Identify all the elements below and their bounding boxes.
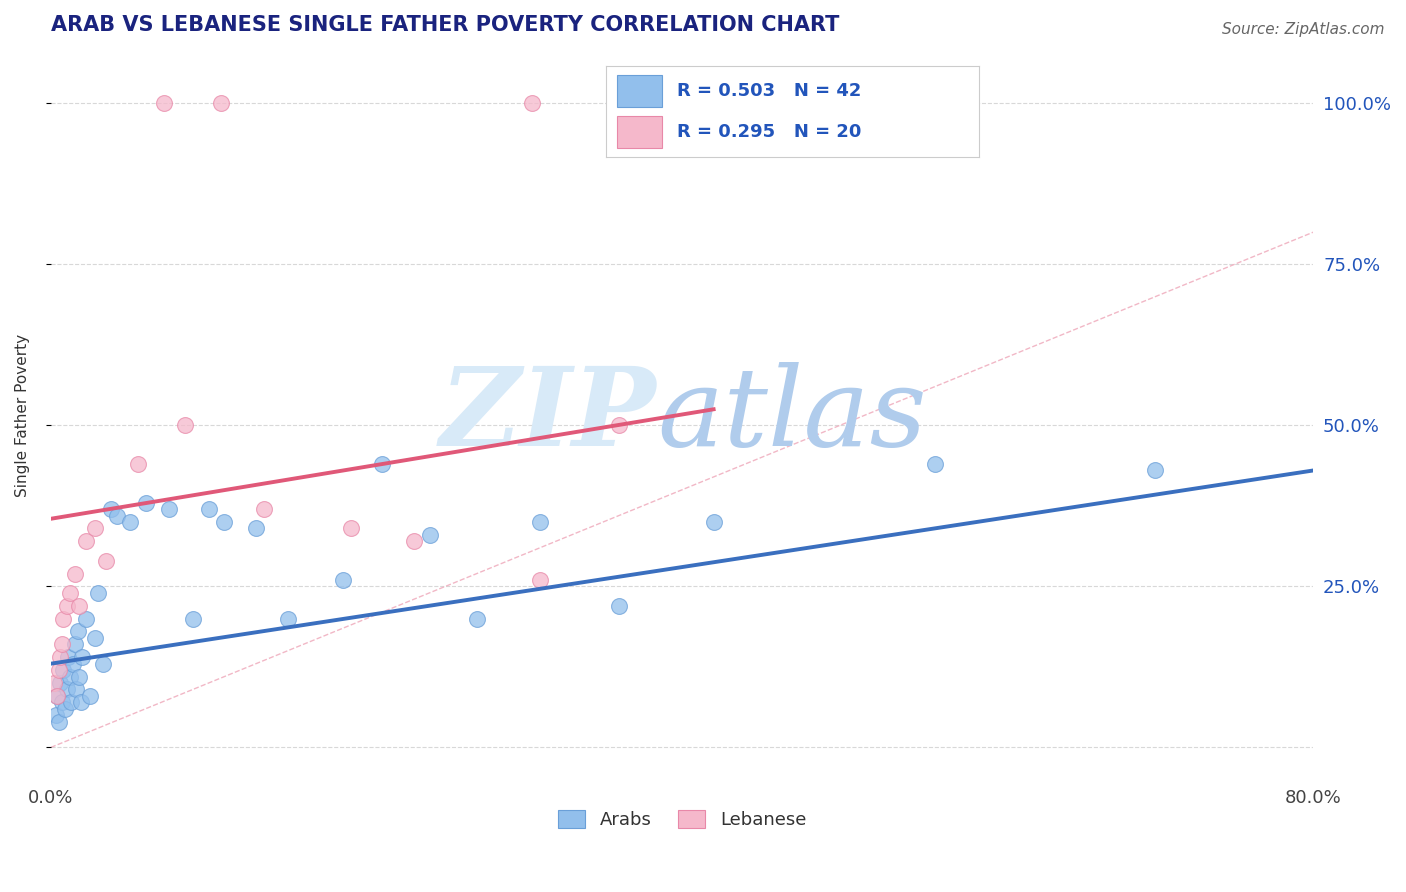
Point: [59, 586, 82, 600]
Point: [209, 96, 232, 111]
Point: [529, 515, 551, 529]
Point: [371, 457, 394, 471]
Point: [174, 418, 197, 433]
Point: [67, 669, 90, 683]
Point: [127, 457, 149, 471]
Point: [60, 695, 83, 709]
Point: [253, 502, 276, 516]
Point: [63, 566, 86, 581]
Point: [214, 515, 236, 529]
Point: [48, 714, 70, 729]
Point: [75, 611, 97, 625]
Point: [607, 418, 630, 433]
Point: [46, 689, 69, 703]
Point: [703, 515, 725, 529]
Point: [529, 573, 551, 587]
Point: [51, 695, 73, 709]
Point: [55, 682, 77, 697]
Point: [924, 457, 946, 471]
Point: [339, 521, 361, 535]
Point: [69, 695, 91, 709]
Point: [100, 502, 122, 516]
Text: atlas: atlas: [657, 362, 927, 469]
Point: [332, 573, 354, 587]
Point: [48, 663, 70, 677]
Point: [45, 708, 67, 723]
Point: [67, 599, 90, 613]
Point: [42, 676, 65, 690]
Point: [66, 624, 89, 639]
Point: [134, 496, 156, 510]
Legend: Arabs, Lebanese: Arabs, Lebanese: [551, 802, 814, 836]
Point: [1144, 463, 1167, 477]
Text: ZIP: ZIP: [440, 362, 657, 469]
Point: [46, 689, 69, 703]
Y-axis label: Single Father Poverty: Single Father Poverty: [15, 334, 30, 497]
Point: [59, 669, 82, 683]
Point: [277, 611, 299, 625]
Point: [58, 650, 80, 665]
Point: [72, 650, 94, 665]
Point: [62, 657, 84, 671]
Point: [245, 521, 267, 535]
Point: [520, 96, 543, 111]
Point: [84, 521, 107, 535]
Text: Source: ZipAtlas.com: Source: ZipAtlas.com: [1222, 22, 1385, 37]
Point: [419, 528, 441, 542]
Text: ARAB VS LEBANESE SINGLE FATHER POVERTY CORRELATION CHART: ARAB VS LEBANESE SINGLE FATHER POVERTY C…: [51, 15, 839, 35]
Point: [75, 534, 97, 549]
Point: [94, 554, 117, 568]
Point: [607, 599, 630, 613]
Point: [465, 611, 488, 625]
Point: [49, 676, 72, 690]
Point: [65, 682, 87, 697]
Point: [91, 657, 114, 671]
Point: [118, 515, 141, 529]
Point: [52, 663, 75, 677]
Point: [53, 702, 76, 716]
Point: [157, 502, 180, 516]
Point: [402, 534, 425, 549]
Point: [51, 637, 73, 651]
Point: [197, 502, 219, 516]
Point: [153, 96, 176, 111]
Point: [87, 586, 110, 600]
Point: [55, 599, 77, 613]
Point: [105, 508, 128, 523]
Point: [52, 611, 75, 625]
Point: [181, 611, 204, 625]
Point: [63, 637, 86, 651]
Point: [79, 689, 101, 703]
Point: [49, 650, 72, 665]
Point: [84, 631, 107, 645]
